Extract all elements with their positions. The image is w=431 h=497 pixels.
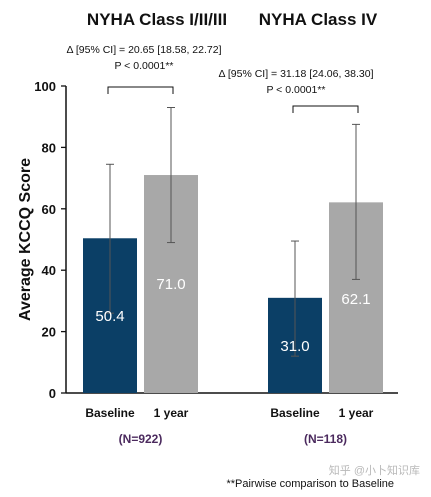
data-label: 50.4: [95, 308, 124, 325]
p-value-annotation: P < 0.0001**: [266, 84, 325, 96]
y-axis-label: Average KCCQ Score: [17, 158, 34, 321]
y-tick-label: 100: [34, 79, 56, 94]
significance-bracket: [292, 105, 359, 113]
category-label: Baseline: [85, 406, 135, 420]
watermark: 知乎 @小卜知识库: [329, 463, 420, 477]
footnote: **Pairwise comparison to Baseline: [226, 478, 394, 490]
category-label: Baseline: [270, 406, 320, 420]
y-tick-label: 60: [42, 202, 56, 217]
n-label: (N=922): [119, 432, 163, 446]
data-label: 71.0: [156, 276, 185, 293]
significance-bracket: [107, 86, 174, 94]
n-label: (N=118): [304, 432, 347, 446]
delta-annotation: Δ [95% CI] = 20.65 [18.58, 22.72]: [67, 44, 222, 56]
category-label: 1 year: [339, 406, 374, 420]
data-label: 62.1: [341, 291, 370, 308]
p-value-annotation: P < 0.0001**: [114, 60, 173, 72]
y-tick-label: 20: [42, 325, 56, 340]
y-tick-label: 0: [49, 386, 56, 401]
group-title: NYHA Class I/II/III: [87, 10, 227, 29]
category-label: 1 year: [154, 406, 189, 420]
group-title: NYHA Class IV: [259, 10, 378, 29]
y-tick-label: 40: [42, 263, 56, 278]
y-tick-label: 80: [42, 140, 56, 155]
data-label: 31.0: [280, 338, 309, 355]
delta-annotation: Δ [95% CI] = 31.18 [24.06, 38.30]: [219, 68, 374, 80]
